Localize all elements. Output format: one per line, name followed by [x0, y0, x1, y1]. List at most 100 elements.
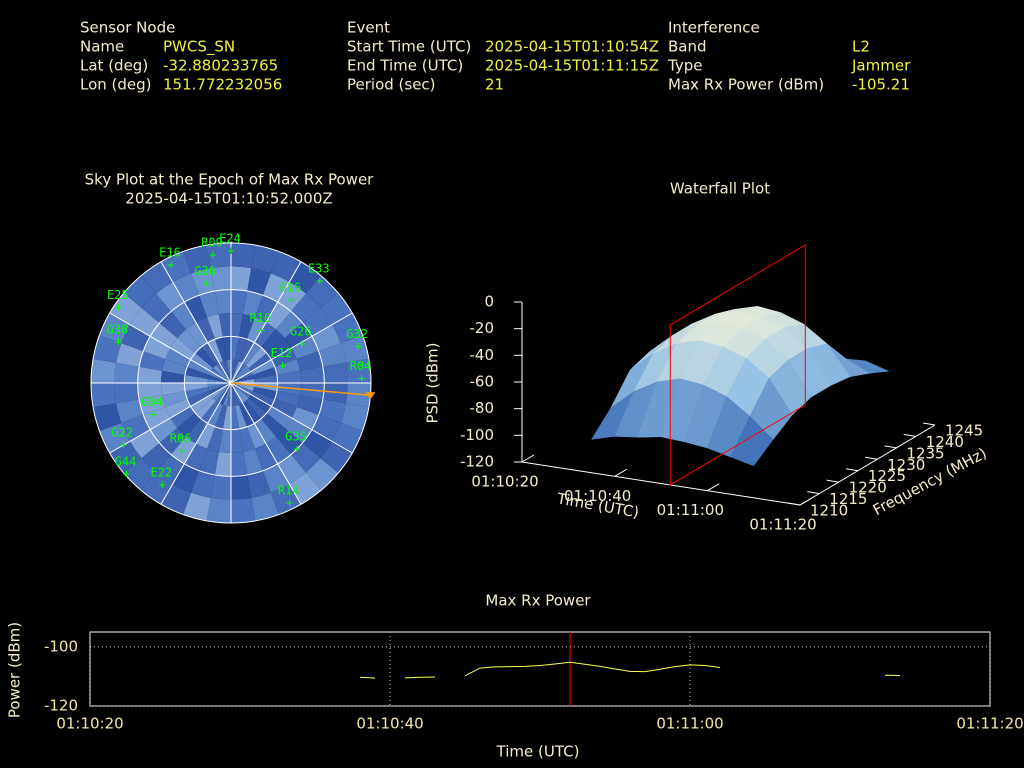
y-tick — [865, 456, 878, 460]
sky-cell — [231, 336, 240, 361]
satellite-label: E22 — [150, 465, 172, 479]
satellite-label: G36 — [194, 264, 216, 278]
sky-cell — [243, 291, 263, 318]
sky-cell — [195, 347, 217, 369]
sky-cell — [116, 343, 144, 367]
sky-cell — [251, 492, 279, 521]
chart-title: Sky Plot at the Epoch of Max Rx Power — [85, 171, 375, 189]
sky-cell — [159, 427, 187, 455]
z-tick-label: -60 — [470, 373, 495, 391]
y-tick-label: 1235 — [906, 444, 944, 462]
x-axis-label: Time (UTC) — [496, 743, 580, 761]
jammer-direction — [230, 382, 371, 396]
sky-cell — [129, 429, 160, 458]
field-label: Band — [668, 38, 707, 56]
sky-cell — [231, 368, 252, 383]
satellite-label: R06 — [170, 431, 192, 445]
sky-cell — [208, 383, 231, 391]
x-tick-label: 01:11:00 — [656, 715, 723, 733]
sky-cell — [191, 470, 215, 498]
x-tick — [707, 483, 720, 492]
sky-cell — [143, 406, 171, 430]
sky-cell — [214, 451, 231, 477]
satellite-marker: + — [209, 248, 216, 262]
sky-cell — [248, 353, 272, 372]
satellite-label: G16 — [280, 280, 302, 294]
satellite-marker: + — [178, 443, 185, 457]
sky-cell — [161, 383, 186, 396]
sky-cell — [284, 418, 312, 443]
sky-cell — [254, 418, 276, 444]
field-value: Jammer — [851, 57, 911, 75]
sky-cell — [231, 243, 256, 269]
sky-cell — [239, 426, 255, 452]
field-value: 2025-04-15T01:10:54Z — [485, 38, 659, 56]
field-value: 151.772232056 — [163, 76, 282, 94]
sky-cell — [213, 365, 231, 383]
sky-cell — [275, 311, 303, 339]
sky-cell — [231, 497, 256, 523]
sky-cell — [290, 293, 321, 324]
satellite-label: G44 — [115, 454, 137, 468]
y-tick-label: 1240 — [926, 433, 964, 451]
satellite-marker: + — [167, 258, 174, 272]
sky-cell — [184, 295, 208, 323]
sky-cell — [184, 374, 209, 383]
field-label: Name — [80, 38, 124, 56]
satellite-marker: + — [123, 466, 130, 480]
sky-cell — [196, 423, 216, 449]
satellite-label: G26 — [290, 324, 312, 338]
sky-cell — [291, 336, 319, 360]
y-tick-label: 1220 — [849, 479, 887, 497]
satellite-marker: + — [149, 407, 156, 421]
sky-cell — [93, 403, 122, 431]
sky-cell — [231, 383, 246, 404]
satellite-label: G32 — [346, 327, 368, 341]
sky-cell — [162, 391, 188, 407]
field-value: -105.21 — [852, 76, 910, 94]
sky-cell — [186, 418, 208, 444]
chart-subtitle: 2025-04-15T01:10:52.000Z — [125, 190, 332, 208]
satellite-label: R09 — [201, 236, 223, 250]
x-tick-label: 01:10:20 — [471, 473, 538, 491]
sky-cell — [213, 383, 231, 401]
y-axis-label: Power (dBm) — [6, 622, 24, 718]
sky-cell — [114, 383, 140, 404]
x-tick-label: 01:11:20 — [749, 516, 816, 534]
sky-cell — [156, 281, 185, 312]
sky-cell — [271, 348, 297, 368]
satellite-marker: + — [298, 336, 305, 350]
sky-cell — [207, 403, 224, 427]
sky-cell — [266, 406, 292, 428]
sky-cell — [242, 342, 261, 366]
sky-cell — [207, 426, 223, 452]
sky-cell — [190, 394, 214, 413]
sky-cell — [201, 342, 220, 366]
sky-cell — [340, 335, 369, 363]
sky-cell — [216, 383, 231, 404]
y-tick-label: 1225 — [868, 467, 906, 485]
field-label: Lat (deg) — [80, 57, 148, 75]
sky-cell — [177, 412, 202, 437]
sky-cell — [161, 370, 186, 383]
azimuth-spoke — [160, 382, 232, 505]
sky-cell — [172, 463, 200, 493]
x-tick-label: 01:11:00 — [657, 501, 724, 519]
sky-cell — [311, 414, 341, 442]
sky-cell — [247, 470, 271, 498]
sky-cell — [322, 362, 348, 383]
sky-cell — [277, 281, 306, 312]
sky-cell — [239, 314, 255, 340]
y-tick — [826, 479, 839, 483]
field-value: L2 — [852, 38, 870, 56]
sky-cell — [183, 492, 211, 521]
sky-cell — [123, 275, 157, 309]
azimuth-spoke — [109, 382, 232, 454]
y-tick-label: 1215 — [829, 490, 867, 508]
sky-cell — [171, 436, 196, 464]
y-tick-label: 1210 — [810, 502, 848, 520]
section-title: Event — [347, 19, 390, 37]
satellite-label: R04 — [350, 359, 372, 373]
satellite-label: E12 — [271, 346, 293, 360]
sky-cell — [215, 337, 227, 362]
